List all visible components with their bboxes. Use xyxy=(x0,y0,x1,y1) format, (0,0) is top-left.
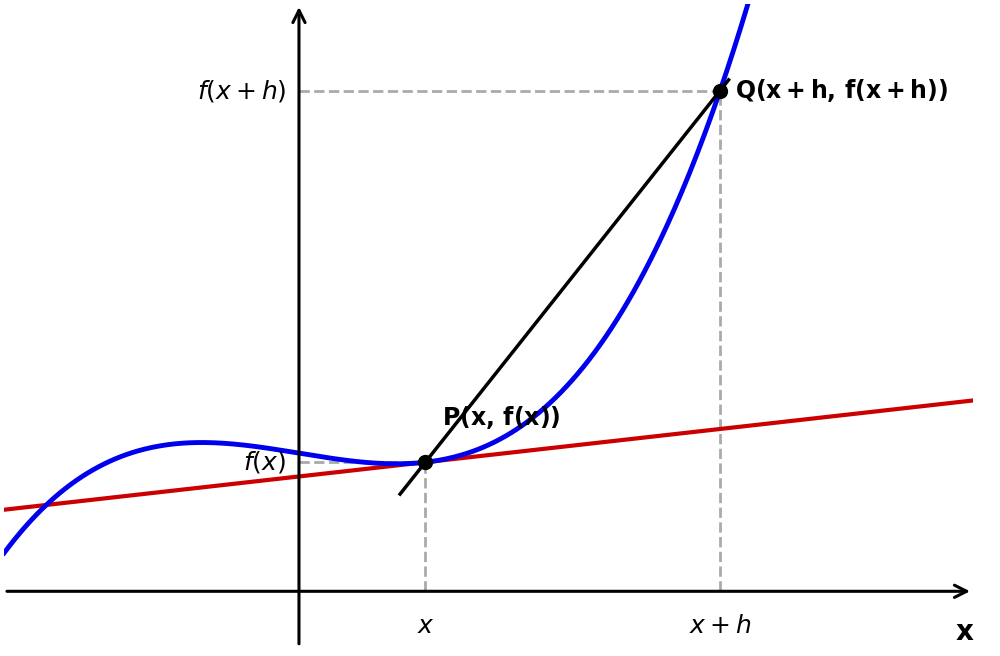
Text: $\mathbf{Q(x+h,\,f(x+h))}$: $\mathbf{Q(x+h,\,f(x+h))}$ xyxy=(735,77,948,104)
Text: $f(x+h)$: $f(x+h)$ xyxy=(197,77,286,104)
Text: $f(x)$: $f(x)$ xyxy=(243,449,286,475)
Text: $x+h$: $x+h$ xyxy=(689,615,751,638)
Text: $\mathbf{x}$: $\mathbf{x}$ xyxy=(955,619,974,646)
Text: $\mathbf{P(x,\,f(x))}$: $\mathbf{P(x,\,f(x))}$ xyxy=(442,404,561,431)
Text: $x$: $x$ xyxy=(417,615,434,638)
